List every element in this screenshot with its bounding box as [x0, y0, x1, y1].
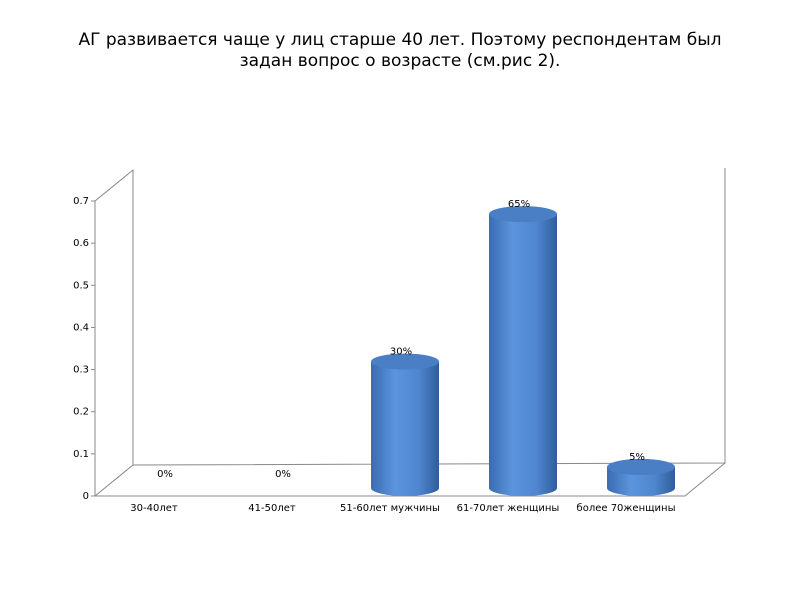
bar-part [607, 466, 675, 496]
x-tick-label: 51-60лет мужчины [340, 503, 440, 514]
bar-part [371, 361, 439, 496]
bar [489, 206, 557, 497]
bar [607, 458, 675, 496]
y-tick-label: 0.7 [73, 196, 89, 207]
y-tick-label: 0.2 [73, 407, 89, 418]
bar-part [489, 206, 557, 223]
bar-part [489, 214, 557, 497]
x-tick-label: 41-50лет [248, 503, 296, 514]
x-tick-label: 30-40лет [130, 503, 178, 514]
y-tick-label: 0 [83, 491, 89, 502]
bar [371, 353, 439, 496]
y-tick-label: 0.3 [73, 365, 89, 376]
value-label: 0% [275, 469, 291, 480]
x-tick-label: 61-70лет женщины [457, 503, 560, 514]
side-wall [94, 168, 134, 497]
y-tick-label: 0.6 [73, 238, 89, 249]
value-label: 65% [508, 199, 530, 210]
bar-part [607, 458, 675, 475]
value-label: 30% [390, 347, 412, 358]
value-label: 5% [629, 452, 645, 463]
x-tick-label: более 70женщины [577, 503, 676, 514]
y-tick-label: 0.4 [73, 322, 89, 333]
chart-title: АГ развивается чаще у лиц старше 40 лет.… [78, 30, 722, 71]
y-tick-label: 0.1 [73, 449, 89, 460]
floor [95, 462, 726, 497]
y-tick-label: 0.5 [73, 280, 89, 291]
value-label: 0% [157, 469, 173, 480]
bar-part [371, 353, 439, 370]
